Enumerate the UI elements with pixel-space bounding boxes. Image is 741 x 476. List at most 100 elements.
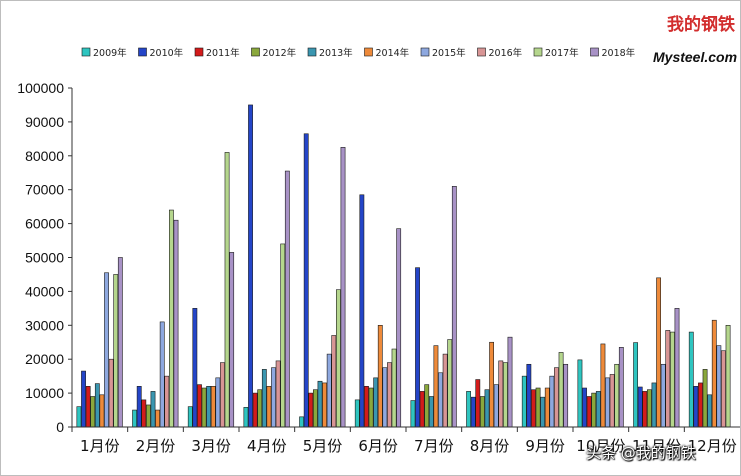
x-tick-label: 9月份: [525, 437, 565, 455]
bar-2013年-2月份: [150, 391, 156, 428]
bar-2014年-2月份: [155, 409, 160, 428]
bar-2011年-5月份: [308, 392, 314, 428]
bar-2012年-1月份: [90, 396, 96, 428]
bar-2012年-6月份: [368, 387, 374, 428]
bar-2013年-7月份: [428, 396, 434, 428]
bar-2017年-6月份: [391, 348, 397, 428]
y-tick-label: 60000: [25, 216, 64, 232]
bar-2018年-7月份: [451, 186, 457, 428]
bar-2018年-10月份: [618, 347, 624, 428]
bar-2016年-8月份: [498, 360, 504, 428]
bar-2018年-2月份: [173, 219, 179, 428]
bar-2010年-8月份: [470, 396, 476, 428]
bar-2016年-1月份: [108, 358, 114, 428]
bar-2015年-6月份: [382, 367, 388, 428]
bar-2009年-4月份: [243, 407, 249, 428]
bar-2009年-12月份: [688, 331, 694, 428]
legend-swatch-2010年: [138, 47, 147, 57]
bar-2014年-5月份: [322, 382, 327, 428]
y-tick-label: 20000: [25, 351, 64, 367]
bar-2010年-10月份: [582, 387, 587, 428]
x-tick-label: 8月份: [470, 437, 510, 455]
y-tick-label: 30000: [25, 317, 64, 333]
bar-2011年-9月份: [531, 389, 536, 428]
bar-2013年-8月份: [484, 389, 490, 428]
bar-2017年-9月份: [558, 352, 564, 428]
bar-2014年-12月份: [711, 319, 717, 428]
bar-2013年-4月份: [261, 369, 267, 428]
bar-2014年-7月份: [433, 345, 439, 428]
x-tick-label: 4月份: [247, 437, 287, 455]
bar-2017年-12月份: [725, 324, 731, 428]
bar-2009年-8月份: [466, 391, 471, 428]
bar-2012年-3月份: [201, 387, 207, 428]
bar-2015年-5月份: [326, 353, 332, 428]
bar-2017年-10月份: [614, 363, 620, 428]
bar-2017年-3月份: [224, 152, 230, 428]
bar-2011年-10月份: [586, 396, 592, 428]
legend-swatch-2014年: [364, 47, 373, 57]
legend-label: 2011年: [206, 47, 240, 59]
legend-swatch-2016年: [477, 47, 486, 57]
bar-2013年-1月份: [94, 383, 100, 428]
bar-2015年-10月份: [605, 377, 610, 428]
bar-2018年-9月份: [563, 363, 569, 428]
bar-2010年-9月份: [526, 363, 532, 428]
bar-2011年-3月份: [197, 384, 202, 428]
bar-2010年-1月份: [81, 370, 86, 428]
legend-label: 2009年: [93, 47, 127, 59]
legend-label: 2015年: [432, 47, 466, 59]
bar-2018年-6月份: [396, 228, 402, 428]
legend-swatch-2012年: [251, 47, 260, 57]
bar-2012年-4月份: [257, 389, 263, 428]
bar-2018年-1月份: [117, 257, 123, 428]
x-tick-label: 10月份: [576, 437, 625, 455]
bar-2009年-7月份: [410, 400, 416, 428]
bar-2010年-3月份: [192, 308, 198, 428]
bar-2016年-5月份: [331, 335, 337, 428]
x-tick-label: 5月份: [303, 437, 343, 455]
bar-2014年-10月份: [600, 343, 606, 428]
x-tick-label: 12月份: [688, 437, 737, 455]
y-tick-label: 70000: [25, 182, 64, 198]
bar-2014年-4月份: [266, 386, 272, 428]
bar-2009年-3月份: [187, 406, 193, 428]
bar-2010年-6月份: [359, 194, 365, 428]
bar-2010年-7月份: [415, 267, 420, 428]
legend-swatch-2013年: [307, 47, 317, 57]
legend-swatch-2011年: [194, 47, 204, 57]
x-tick-label: 2月份: [136, 437, 176, 455]
bar-2012年-5月份: [312, 389, 318, 428]
y-tick-label: 40000: [25, 283, 64, 299]
bar-2015年-12月份: [716, 345, 722, 428]
bar-2016年-6月份: [387, 362, 392, 428]
legend-label: 2010年: [150, 47, 184, 59]
y-tick-label: 50000: [25, 250, 64, 266]
logo-chinese-text: 我的钢铁: [667, 15, 735, 35]
bar-2013年-6月份: [373, 377, 379, 428]
bar-2017年-4月份: [280, 243, 286, 428]
bar-2014年-8月份: [489, 341, 494, 428]
bar-2010年-12月份: [693, 386, 699, 428]
bar-2017年-11月份: [669, 331, 675, 428]
bar-2016年-12月份: [721, 350, 726, 428]
bar-2014年-1月份: [99, 394, 105, 428]
legend-label: 2013年: [319, 47, 353, 59]
x-tick-label: 7月份: [414, 437, 454, 455]
bar-2018年-3月份: [229, 252, 235, 428]
bar-2011年-11月份: [642, 391, 648, 428]
bar-2014年-9月份: [544, 387, 550, 428]
bar-2011年-7月份: [419, 391, 425, 428]
bar-2016年-9月份: [554, 367, 559, 428]
bar-2015年-3月份: [215, 377, 221, 428]
bar-2018年-5月份: [340, 147, 346, 428]
bar-2009年-11月份: [633, 342, 638, 428]
bar-2010年-2月份: [136, 386, 142, 428]
bar-2015年-2月份: [159, 321, 165, 428]
bar-2013年-11月份: [651, 382, 657, 428]
bar-2015年-4月份: [271, 367, 276, 428]
mysteel-logo: 我的钢铁 Mysteel.com: [653, 10, 739, 68]
x-tick-label: 3月份: [191, 437, 231, 455]
bar-2013年-3月份: [206, 386, 212, 428]
